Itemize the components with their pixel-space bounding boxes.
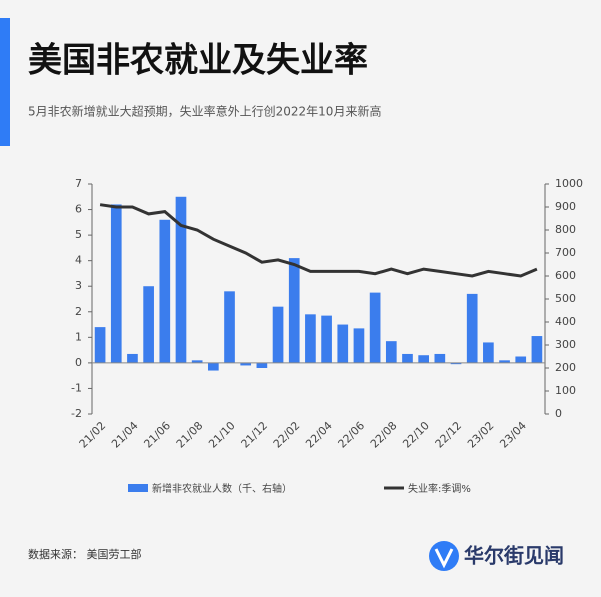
- logo-icon: [429, 541, 459, 571]
- x-tick-label: 21/08: [174, 419, 206, 451]
- bar: [385, 341, 397, 363]
- bar: [224, 291, 235, 363]
- bar: [256, 362, 268, 368]
- bar: [159, 219, 171, 363]
- bar: [483, 342, 494, 363]
- x-tick-label: 22/08: [368, 419, 400, 451]
- logo-mark: [434, 548, 454, 569]
- x-tick-label: 22/02: [271, 419, 303, 451]
- y-tick-label: -2: [71, 407, 82, 420]
- x-tick-label: 21/06: [141, 419, 173, 451]
- bar: [434, 353, 446, 363]
- y-tick-label: 7: [75, 177, 82, 190]
- bar: [531, 336, 543, 363]
- bar: [369, 292, 381, 363]
- bar: [515, 356, 527, 363]
- bar: [94, 327, 106, 363]
- bar: [337, 324, 349, 363]
- y-tick-label: 4: [75, 254, 82, 267]
- x-tick-label: 21/12: [239, 419, 271, 451]
- accent-bar: [0, 18, 10, 146]
- y2-tick-label: 1000: [555, 177, 583, 190]
- legend-label: 新增非农就业人数（千、右轴）: [152, 482, 292, 495]
- x-tick-label: 22/10: [400, 419, 432, 451]
- title: 美国非农就业及失业率: [28, 41, 368, 81]
- bar: [175, 196, 187, 363]
- subtitle: 5月非农新增就业大超预期，失业率意外上行创2022年10月来新高: [28, 104, 381, 119]
- x-tick-label: 21/02: [77, 419, 109, 451]
- y2-tick-label: 500: [555, 292, 576, 305]
- y2-tick-label: 600: [555, 269, 576, 282]
- bar: [499, 360, 510, 363]
- source: 数据来源： 美国劳工部: [28, 547, 142, 561]
- y-tick-label: 0: [75, 356, 82, 369]
- bar: [305, 314, 316, 363]
- bar: [321, 315, 332, 363]
- y-tick-label: 5: [75, 228, 82, 241]
- bar: [288, 258, 300, 363]
- y2-tick-label: 400: [555, 315, 576, 328]
- x-tick-label: 23/04: [497, 419, 529, 451]
- x-tick-label: 23/02: [465, 419, 497, 451]
- y2-tick-label: 900: [555, 200, 576, 213]
- bar: [191, 360, 203, 363]
- bar: [450, 362, 462, 365]
- legend-label: 失业率:季调%: [408, 482, 471, 495]
- y2-tick-label: 300: [555, 338, 576, 351]
- bar: [353, 328, 365, 363]
- bar: [466, 293, 478, 363]
- y-tick-label: 6: [75, 203, 82, 216]
- y-tick-label: 3: [75, 279, 82, 292]
- y2-tick-label: 800: [555, 223, 576, 236]
- x-tick-label: 22/12: [433, 419, 465, 451]
- legend-swatch: [128, 484, 148, 492]
- bar: [143, 286, 154, 363]
- line: [99, 203, 538, 278]
- bar: [402, 353, 413, 363]
- y2-tick-label: 200: [555, 361, 576, 374]
- x-tick-label: 22/04: [303, 419, 335, 451]
- y-tick-label: 1: [75, 330, 82, 343]
- y-tick-label: -1: [71, 381, 82, 394]
- bar: [418, 355, 429, 363]
- y2-tick-label: 700: [555, 246, 576, 259]
- x-tick-label: 22/06: [336, 419, 368, 451]
- bar: [127, 353, 138, 363]
- y2-tick-label: 0: [555, 407, 562, 420]
- bar: [110, 204, 122, 363]
- x-tick-label: 21/10: [206, 419, 238, 451]
- logo-text: 华尔街见闻: [464, 544, 564, 568]
- x-tick-label: 21/04: [109, 419, 141, 451]
- bar: [208, 362, 219, 371]
- y2-tick-label: 100: [555, 384, 576, 397]
- y-tick-label: 2: [75, 305, 82, 318]
- bar: [272, 306, 284, 363]
- bar: [240, 362, 252, 366]
